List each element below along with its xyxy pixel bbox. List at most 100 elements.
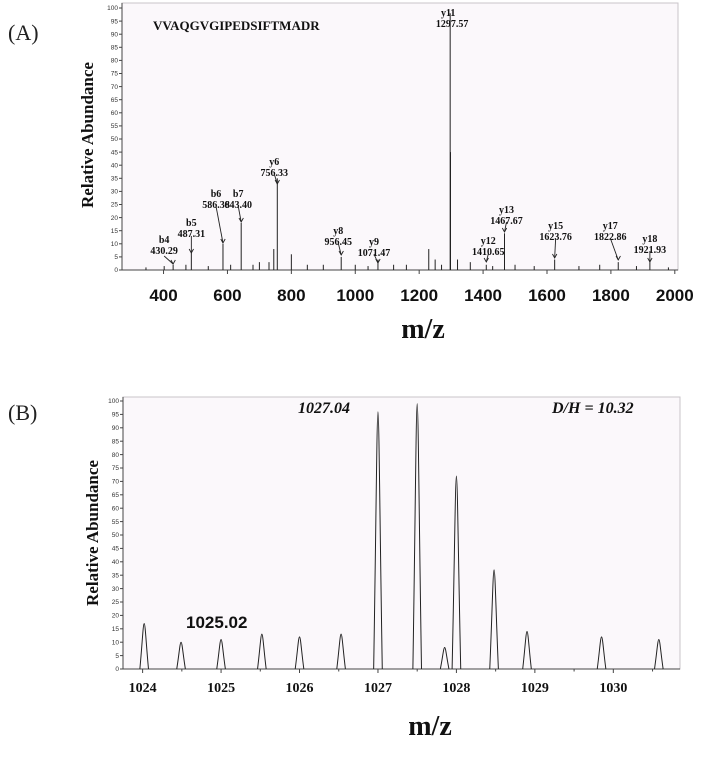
panel-a-ion-name: b5 <box>186 218 197 229</box>
panel-a-y-tick-label: 60 <box>111 110 119 117</box>
panel-a-y-tick-label: 40 <box>111 162 119 169</box>
panel-b-y-tick-label: 75 <box>112 465 120 472</box>
panel-a-y-ticks: 0 5 10 15 20 25 30 35 40 45 50 55 60 65 70 75 80 85 90 95 10… <box>107 5 122 274</box>
panel-b-x-tick-label: 1024 <box>129 681 157 696</box>
panel-a-y-tick-label: 20 <box>111 215 119 222</box>
panel-a-y-tick-label: 10 <box>111 241 119 248</box>
panel-b-y-tick-label: 35 <box>112 572 120 579</box>
panel-b-y-tick-label: 20 <box>112 613 120 620</box>
panel-b-y-tick-label: 95 <box>112 412 120 419</box>
panel-b-plot-area <box>122 396 681 670</box>
panel-b-y-tick-label: 90 <box>112 425 120 432</box>
panel-b-peak <box>336 633 346 670</box>
panel-a-arrow-head <box>615 255 621 261</box>
panel-a-ion-name: y15 <box>548 221 563 232</box>
panel-a-y-tick-label: 15 <box>111 228 119 235</box>
panel-a-x-ticks: 400 600 800 1000 1200 1400 1600 1800 2000 <box>149 270 694 305</box>
panel-b-peak <box>139 622 149 670</box>
panel-b-peak <box>257 633 267 670</box>
panel-a-arrow-head <box>338 250 344 256</box>
panel-b-peak <box>439 647 450 670</box>
panel-b-y-tick-label: 30 <box>112 586 120 593</box>
panel-a-label: (A) <box>8 20 39 45</box>
panel-b-x-tick-label: 1027 <box>364 681 392 696</box>
panel-a-y-axis-title: Relative Abundance <box>78 62 97 208</box>
panel-b-label: (B) <box>8 400 37 425</box>
panel-b-peak <box>596 636 607 670</box>
panel-a-arrow-head <box>220 238 226 244</box>
panel-a-ion-name: y8 <box>333 226 343 237</box>
panel-a-y-tick-label: 5 <box>114 254 118 261</box>
panel-b-y-tick-label: 50 <box>112 532 120 539</box>
panel-b-y-tick-label: 80 <box>112 452 120 459</box>
panel-b-x-ticks: 1024 1025 1026 1027 1028 1029 1030 <box>129 669 654 696</box>
panel-a-y-tick-label: 45 <box>111 149 119 156</box>
panel-a-y-tick-label: 0 <box>114 267 118 274</box>
panel-a-y-tick-label: 35 <box>111 176 119 183</box>
panel-a-x-tick-label: 1400 <box>464 286 502 305</box>
panel-a-plot-area <box>121 2 679 271</box>
panel-a-ion-mz: 1410.65 <box>472 247 505 258</box>
panel-a-y-tick-label: 90 <box>111 31 119 38</box>
panel-a-ion-name: b7 <box>233 189 244 200</box>
panel-b-y-tick-label: 10 <box>112 639 120 646</box>
panel-a-x-tick-label: 2000 <box>656 286 694 305</box>
panel-a-x-tick-label: 1000 <box>336 286 374 305</box>
panel-a-ion-name: b4 <box>159 235 170 246</box>
panel-b-y-tick-label: 25 <box>112 599 120 606</box>
panel-b-y-tick-label: 100 <box>108 398 119 405</box>
panel-a-ion-mz: 1071.47 <box>358 248 391 259</box>
panel-a-y-tick-label: 70 <box>111 84 119 91</box>
panel-a-ion-name: b6 <box>211 189 222 200</box>
panel-b-peak <box>489 569 499 670</box>
panel-b-ratio-label: D/H = 10.32 <box>551 400 634 417</box>
panel-b-y-tick-label: 45 <box>112 546 120 553</box>
panel-a-arrow-head <box>238 217 244 223</box>
panel-b-x-tick-label: 1025 <box>207 681 235 696</box>
panel-b-y-tick-label: 70 <box>112 479 120 486</box>
panel-b-monoisotopic-label: 1027.04 <box>298 400 350 417</box>
panel-a-ion-mz: 643.40 <box>224 200 252 211</box>
panel-a-y-tick-label: 65 <box>111 97 119 104</box>
panel-a-ion-mz: 586.38 <box>202 200 230 211</box>
panel-a-ion-mz: 1921.93 <box>634 245 667 256</box>
panel-a-peaks <box>145 13 669 270</box>
panel-b-y-tick-label: 5 <box>115 653 119 660</box>
panel-b-peak <box>412 403 423 670</box>
panel-a-ion-mz: 1822.86 <box>594 232 627 243</box>
panel-a-y-tick-label: 85 <box>111 45 119 52</box>
panel-a-peptide-sequence: VVAQGVGIPEDSIFTMADR <box>153 18 320 33</box>
panel-a-arrow-head <box>552 253 558 259</box>
panel-a-x-tick-label: 1800 <box>592 286 630 305</box>
panel-a-y-tick-label: 75 <box>111 71 119 78</box>
panel-a-y-tick-label: 25 <box>111 202 119 209</box>
panel-b-peak <box>451 475 462 670</box>
panel-b-y-tick-label: 60 <box>112 505 120 512</box>
panel-a-ion-mz: 430.29 <box>150 246 178 257</box>
panel-a-ion-name: y9 <box>369 237 379 248</box>
panel-b-x-tick-label: 1030 <box>599 681 627 696</box>
panel-a-arrow-head <box>647 257 653 263</box>
panel-b-x-tick-label: 1028 <box>442 681 470 696</box>
panel-a-x-axis-title: m/z <box>401 314 445 345</box>
panel-b-y-tick-label: 55 <box>112 519 120 526</box>
panel-b-peak <box>522 630 532 670</box>
panel-a-y-tick-label: 100 <box>107 5 118 12</box>
panel-a-y-tick-label: 30 <box>111 189 119 196</box>
panel-b-y-tick-label: 0 <box>115 666 119 673</box>
panel-a-ion-mz: 1467.67 <box>490 216 523 227</box>
panel-b-x-tick-label: 1026 <box>286 681 314 696</box>
panel-b-peak <box>654 639 664 670</box>
panel-a-label-arrow <box>337 242 342 256</box>
panel-b-y-tick-label: 40 <box>112 559 120 566</box>
panel-a-label-arrow <box>163 255 174 265</box>
panel-b-peak-annotation: 1025.02 <box>186 613 247 632</box>
panel-b-peak <box>294 636 305 670</box>
panel-b-x-tick-label: 1029 <box>521 681 549 696</box>
panel-a-ion-name: y11 <box>441 8 455 19</box>
panel-a-ion-mz: 1297.57 <box>436 19 469 30</box>
panel-a-label-arrow <box>554 237 557 259</box>
panel-a-x-tick-label: 1600 <box>528 286 566 305</box>
panel-a-ion-name: y18 <box>642 234 657 245</box>
